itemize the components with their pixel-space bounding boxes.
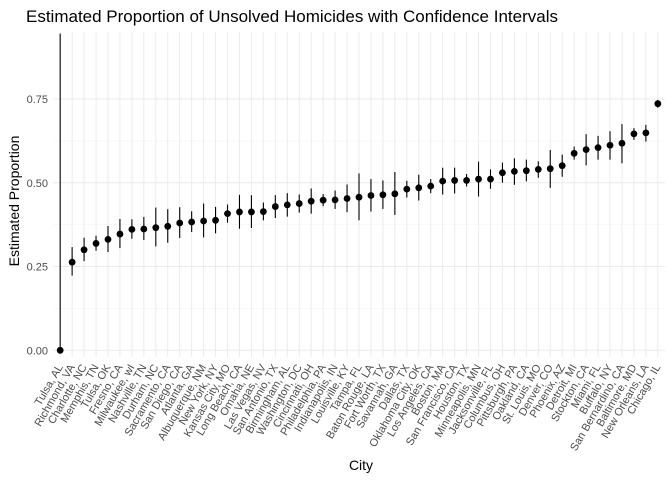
data-point: [570, 149, 578, 157]
data-point: [331, 196, 339, 204]
data-point: [499, 169, 506, 177]
data-point: [487, 175, 494, 183]
y-tick-label: 0.75: [27, 94, 48, 106]
data-point: [510, 167, 518, 175]
data-point: [355, 193, 363, 201]
data-point: [463, 177, 470, 184]
data-point: [546, 165, 554, 173]
data-point: [188, 218, 196, 226]
y-tick-labels: 0.00 0.25 0.50 0.75: [27, 94, 48, 357]
data-point: [116, 230, 124, 238]
data-point: [415, 184, 423, 192]
data-point: [642, 129, 650, 137]
data-point: [379, 191, 387, 199]
data-point: [367, 192, 375, 199]
data-point: [104, 235, 112, 243]
data-point: [427, 182, 435, 190]
data-point: [68, 258, 76, 266]
data-point: [534, 165, 542, 173]
data-point: [236, 208, 243, 216]
data-point: [152, 224, 160, 232]
y-tick-label: 0.50: [27, 178, 48, 190]
data-point: [128, 225, 136, 233]
data-point: [451, 177, 459, 184]
data-point: [200, 217, 208, 225]
data-points: [56, 100, 662, 354]
data-point: [630, 130, 638, 138]
data-point: [56, 346, 64, 354]
data-point: [259, 208, 267, 215]
data-point: [475, 175, 482, 183]
data-point: [248, 208, 255, 216]
y-axis-title: Estimated Proportion: [6, 136, 22, 267]
data-point: [295, 200, 303, 207]
grid: [53, 32, 665, 357]
y-tick-label: 0.25: [27, 262, 48, 274]
data-point: [80, 246, 88, 254]
data-point: [176, 219, 184, 227]
data-point: [403, 185, 411, 193]
data-point: [283, 201, 291, 209]
data-point: [164, 222, 172, 230]
data-point: [606, 141, 614, 149]
data-point: [594, 144, 602, 151]
data-point: [582, 146, 590, 154]
x-axis-title: City: [349, 457, 373, 473]
data-point: [319, 196, 327, 204]
data-point: [558, 162, 566, 170]
data-point: [343, 195, 351, 202]
data-point: [522, 167, 530, 175]
data-point: [618, 139, 626, 147]
y-tick-label: 0.00: [27, 345, 48, 357]
data-point: [271, 203, 279, 210]
data-point: [391, 190, 399, 198]
data-point: [307, 197, 315, 205]
data-point: [224, 210, 231, 217]
data-point: [439, 177, 447, 185]
data-point: [140, 225, 148, 233]
data-point: [654, 100, 662, 108]
data-point: [212, 216, 219, 224]
chart-title: Estimated Proportion of Unsolved Homicid…: [26, 7, 558, 26]
data-point: [92, 240, 100, 247]
